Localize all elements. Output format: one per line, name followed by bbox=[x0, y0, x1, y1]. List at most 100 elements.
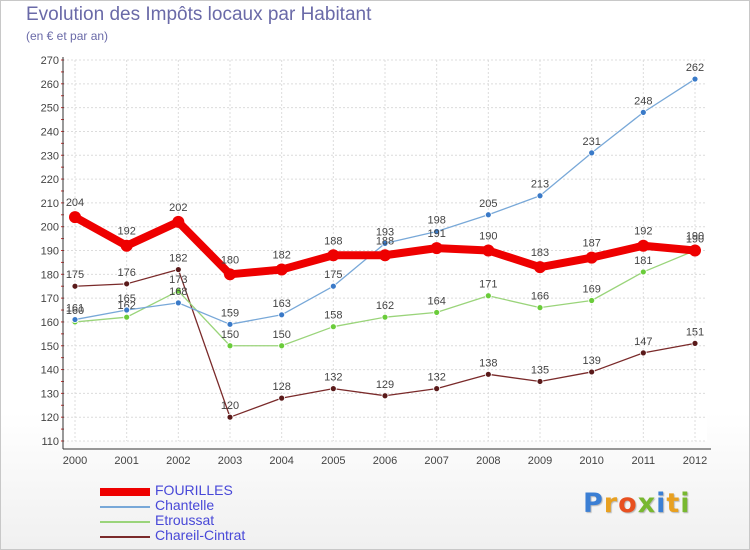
x-tick-label: 2005 bbox=[321, 455, 345, 467]
data-label: 151 bbox=[686, 326, 704, 338]
data-point bbox=[536, 378, 544, 385]
data-point bbox=[329, 385, 337, 393]
data-label: 169 bbox=[582, 284, 600, 296]
data-label: 175 bbox=[324, 269, 342, 281]
data-label: 204 bbox=[66, 197, 84, 209]
y-tick-label: 170 bbox=[41, 293, 59, 305]
data-point bbox=[275, 263, 288, 276]
data-point bbox=[224, 268, 236, 281]
data-point bbox=[482, 244, 495, 257]
data-label: 150 bbox=[272, 329, 290, 341]
data-label: 135 bbox=[531, 364, 549, 376]
data-label: 163 bbox=[272, 298, 290, 310]
data-label: 160 bbox=[66, 305, 84, 317]
x-tick-label: 2000 bbox=[63, 455, 87, 467]
chart-subtitle: (en € et par an) bbox=[26, 29, 109, 43]
logo-letter: P bbox=[583, 488, 604, 519]
data-point bbox=[123, 306, 131, 314]
x-tick-label: 2001 bbox=[114, 455, 138, 467]
data-label: 182 bbox=[169, 253, 187, 265]
data-point bbox=[639, 108, 647, 116]
x-tick-label: 2009 bbox=[528, 455, 552, 467]
legend-item: Chantelle bbox=[100, 497, 320, 515]
data-label: 192 bbox=[634, 226, 652, 238]
data-label: 190 bbox=[686, 234, 704, 246]
data-label: 181 bbox=[634, 255, 652, 267]
data-point bbox=[588, 368, 596, 376]
data-label: 150 bbox=[221, 329, 239, 341]
data-label: 147 bbox=[634, 336, 652, 348]
data-label: 162 bbox=[376, 300, 394, 312]
data-point bbox=[123, 313, 131, 321]
y-tick-label: 270 bbox=[41, 55, 59, 67]
data-label: 164 bbox=[427, 295, 445, 307]
data-point bbox=[381, 392, 389, 400]
data-label: 120 bbox=[221, 400, 239, 412]
legend-swatch bbox=[100, 536, 150, 538]
data-point bbox=[585, 251, 598, 264]
data-label: 132 bbox=[324, 372, 342, 384]
logo-letter: i bbox=[680, 488, 691, 519]
data-point bbox=[484, 370, 492, 378]
data-label: 188 bbox=[324, 235, 342, 247]
legend-label: Chareil-Cintrat bbox=[155, 527, 246, 543]
data-point bbox=[329, 282, 337, 290]
legend-label: FOURILLES bbox=[155, 482, 233, 498]
data-point bbox=[381, 313, 389, 321]
x-tick-label: 2012 bbox=[683, 455, 707, 467]
data-label: 166 bbox=[531, 291, 549, 303]
data-point bbox=[588, 297, 596, 304]
data-label: 188 bbox=[376, 235, 394, 247]
x-tick-label: 2010 bbox=[579, 455, 603, 467]
data-point bbox=[639, 349, 647, 357]
logo-letter: x bbox=[637, 488, 657, 519]
legend-label: Etroussat bbox=[155, 512, 215, 528]
data-point bbox=[120, 239, 133, 252]
data-point bbox=[71, 316, 79, 323]
data-point bbox=[226, 320, 234, 328]
data-label: 159 bbox=[221, 307, 239, 319]
data-label: 183 bbox=[531, 247, 549, 259]
x-tick-label: 2004 bbox=[269, 455, 293, 467]
y-tick-label: 140 bbox=[41, 365, 59, 377]
y-tick-label: 260 bbox=[41, 79, 59, 91]
data-point bbox=[639, 268, 647, 276]
legend-item: Etroussat bbox=[100, 512, 320, 530]
logo-letter: r bbox=[603, 488, 619, 519]
data-label: 187 bbox=[582, 238, 600, 250]
logo-letter: o bbox=[618, 488, 638, 519]
data-point bbox=[174, 266, 182, 273]
data-point bbox=[174, 299, 182, 307]
data-point bbox=[329, 323, 337, 331]
data-label: 182 bbox=[272, 250, 290, 262]
x-tick-label: 2003 bbox=[218, 455, 242, 467]
data-label: 192 bbox=[117, 226, 135, 238]
data-point bbox=[278, 394, 286, 402]
data-label: 180 bbox=[221, 254, 239, 266]
data-label: 173 bbox=[169, 274, 187, 286]
data-label: 198 bbox=[427, 214, 445, 226]
proxiti-logo: Proxiti bbox=[583, 488, 691, 519]
data-label: 205 bbox=[479, 198, 497, 210]
y-tick-label: 240 bbox=[41, 126, 59, 138]
data-point bbox=[71, 282, 79, 290]
data-label: 139 bbox=[582, 355, 600, 367]
data-label: 213 bbox=[531, 179, 549, 191]
legend-item: Chareil-Cintrat bbox=[100, 527, 320, 545]
y-tick-label: 230 bbox=[41, 150, 59, 162]
data-label: 190 bbox=[479, 231, 497, 243]
logo-letter: t bbox=[666, 488, 681, 519]
x-tick-label: 2011 bbox=[632, 455, 656, 467]
data-point bbox=[691, 339, 699, 347]
data-label: 191 bbox=[427, 228, 445, 240]
data-label: 132 bbox=[427, 372, 445, 384]
data-point bbox=[484, 211, 492, 219]
y-tick-label: 110 bbox=[41, 436, 59, 448]
data-point bbox=[484, 292, 492, 300]
data-point bbox=[123, 280, 131, 288]
x-tick-label: 2008 bbox=[476, 455, 500, 467]
data-point bbox=[379, 249, 391, 262]
y-tick-label: 220 bbox=[41, 174, 59, 186]
data-point bbox=[226, 413, 234, 421]
data-point bbox=[174, 287, 182, 295]
